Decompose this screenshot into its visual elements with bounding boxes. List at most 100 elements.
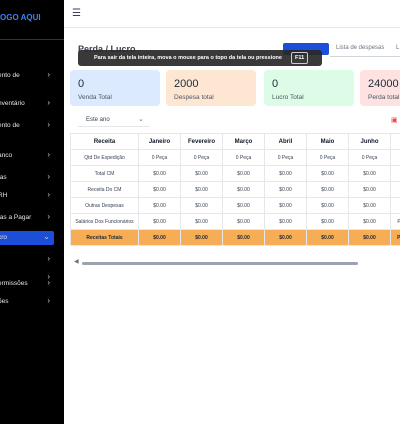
table-cell: Preç <box>390 213 400 230</box>
table-cell <box>390 149 400 166</box>
sidebar-item[interactable]: tas a Pagar › <box>0 211 60 225</box>
column-header: Maio <box>306 133 349 150</box>
sidebar-item-label: RH <box>0 192 8 199</box>
card-total-profit: 0 Lucro Total <box>264 70 354 106</box>
table-cell: 0 Peça <box>222 149 265 166</box>
sidebar-item-label: ento de <box>0 122 20 129</box>
column-header: Janeiro <box>138 133 181 150</box>
table-cell: 0 Peça <box>264 149 307 166</box>
top-bar: ☰ <box>64 0 400 28</box>
chevron-right-icon: › <box>47 150 50 159</box>
sidebar-item[interactable]: › <box>0 253 60 267</box>
column-header <box>390 133 400 150</box>
period-select-value: Este ano <box>86 117 110 123</box>
sidebar-item-label: tas a Pagar <box>0 214 32 221</box>
table-cell: $0.00 <box>264 213 307 230</box>
sidebar-item[interactable]: ento de › <box>0 119 60 133</box>
sidebar-item-label: tas <box>0 174 7 181</box>
card-value: 0 <box>78 78 85 90</box>
tabs-underline <box>330 56 400 57</box>
sidebar-item-label: ões <box>0 298 9 305</box>
table-cell: $0.00 <box>180 181 223 198</box>
f11-key-badge: F11 <box>291 52 309 64</box>
sidebar-item-label: cro <box>0 234 8 241</box>
table-cell: Qtd De Expedição <box>70 149 139 166</box>
table-cell: $0.00 <box>138 229 181 246</box>
sidebar-item[interactable]: anco › <box>0 149 60 163</box>
table-cell: $0.00 <box>264 229 307 246</box>
chevron-right-icon: › <box>47 272 50 281</box>
sidebar-divider <box>0 39 64 40</box>
sidebar-item[interactable]: ermissões › <box>0 277 60 291</box>
table-row: Qtd De Expedição 0 Peça 0 Peça 0 Peça 0 Peça… <box>70 149 400 166</box>
table-cell: $0.00 <box>306 229 349 246</box>
sidebar-item[interactable]: ões › <box>0 295 60 309</box>
chevron-right-icon: › <box>47 254 50 263</box>
tab-expense-list[interactable]: Lista de despesas <box>336 45 385 51</box>
table-cell: $0.00 <box>222 181 265 198</box>
table-cell: $0.00 <box>348 213 391 230</box>
sidebar-item[interactable]: nventário › <box>0 97 60 111</box>
table-cell: $0.00 <box>180 229 223 246</box>
card-total-loss: 24000 Perda total <box>360 70 400 106</box>
sidebar-item-label: ermissões <box>0 280 28 287</box>
table-cell: $0.00 <box>348 197 391 214</box>
chevron-down-icon: ⌄ <box>43 232 50 241</box>
card-value: 0 <box>272 78 279 90</box>
table-cell: $0.00 <box>222 197 265 214</box>
table-cell: 0 Peça <box>306 149 349 166</box>
table-cell: Preç <box>390 229 400 246</box>
table-cell <box>390 165 400 182</box>
table-cell: $0.00 <box>306 165 349 182</box>
table-cell: 0 Peça <box>138 149 181 166</box>
hamburger-menu-icon[interactable]: ☰ <box>72 8 81 19</box>
column-header: Fevereiro <box>180 133 223 150</box>
chevron-down-icon: ⌄ <box>138 116 144 123</box>
table-cell: $0.00 <box>138 181 181 198</box>
table-cell: Outras Despesas <box>70 197 139 214</box>
chevron-right-icon: › <box>47 212 50 221</box>
card-value: 24000 <box>368 78 399 90</box>
column-header: Abril <box>264 133 307 150</box>
table-cell: 0 Peça <box>180 149 223 166</box>
column-header: Junho <box>348 133 391 150</box>
table-cell: $0.00 <box>306 213 349 230</box>
sidebar-item[interactable]: ento de › <box>0 69 60 83</box>
sidebar-item[interactable]: tas › <box>0 171 60 185</box>
fullscreen-notice-text: Para sair da tela inteira, mova o mouse … <box>94 55 282 61</box>
table-cell: $0.00 <box>306 181 349 198</box>
sidebar-item[interactable]: cro ⌄ <box>0 231 54 245</box>
pdf-export-icon[interactable]: ▣ <box>391 117 398 124</box>
sidebar-item-label: nventário <box>0 100 25 107</box>
table-cell: $0.00 <box>180 197 223 214</box>
card-label: Despesa total <box>174 94 214 101</box>
table-cell: $0.00 <box>264 165 307 182</box>
card-value: 2000 <box>174 78 199 90</box>
tab-more[interactable]: L <box>396 45 400 51</box>
total-row: Receitas Totais $0.00 $0.00 $0.00 $0.00 $0.00… <box>70 229 400 246</box>
scrollbar-thumb[interactable] <box>82 262 358 265</box>
table-cell: $0.00 <box>348 165 391 182</box>
chevron-right-icon: › <box>47 172 50 181</box>
chevron-right-icon: › <box>47 98 50 107</box>
table-cell <box>390 197 400 214</box>
card-total-sales: 0 Venda Total <box>70 70 160 106</box>
table-row: Receita Do CM $0.00 $0.00 $0.00 $0.00 $0.00 $0… <box>70 181 400 198</box>
sidebar-item[interactable]: RH › <box>0 189 60 203</box>
horizontal-scrollbar[interactable]: ◀ <box>70 259 400 266</box>
table-cell: Receitas Totais <box>70 229 139 246</box>
table-cell: $0.00 <box>180 213 223 230</box>
scroll-left-icon[interactable]: ◀ <box>74 259 79 265</box>
chevron-right-icon: › <box>47 278 50 287</box>
card-label: Perda total <box>368 94 400 101</box>
sidebar-item-label: ento de <box>0 72 20 79</box>
table-cell: $0.00 <box>138 213 181 230</box>
sidebar-item[interactable]: › <box>0 271 60 285</box>
period-select[interactable]: Este ano ⌄ <box>78 115 150 127</box>
table-cell: $0.00 <box>222 229 265 246</box>
sidebar-item-label: anco <box>0 152 13 159</box>
table-cell: Salários Dos Funcionários <box>70 213 139 230</box>
chevron-right-icon: › <box>47 120 50 129</box>
table-cell: $0.00 <box>264 181 307 198</box>
table-row: Outras Despesas $0.00 $0.00 $0.00 $0.00 $0.00… <box>70 197 400 214</box>
